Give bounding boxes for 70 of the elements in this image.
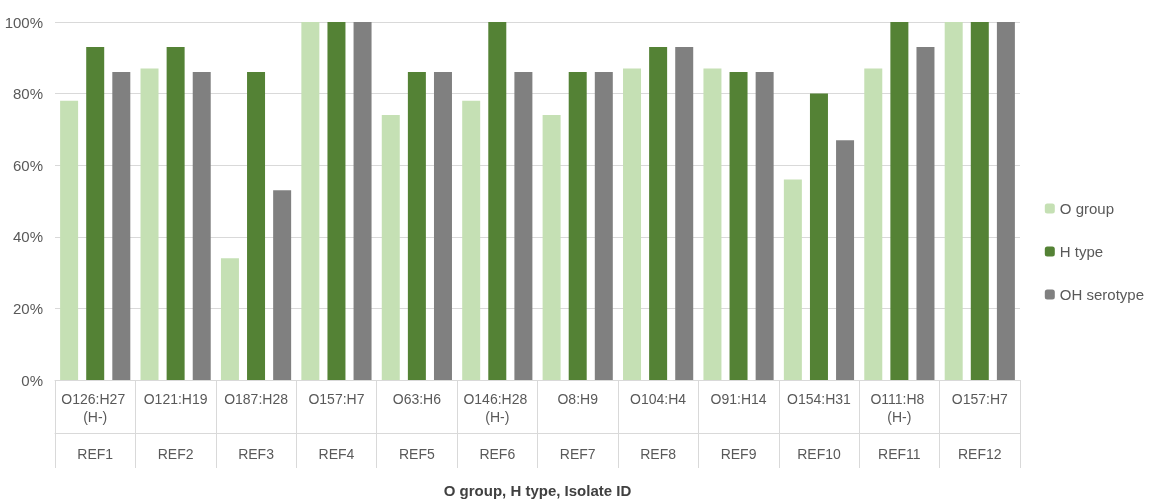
- y-tick-label: 100%: [4, 13, 43, 31]
- bar: [462, 100, 481, 380]
- x-tick-label: O111:H8 (H-): [870, 391, 929, 425]
- bar: [916, 47, 935, 380]
- bar: [890, 22, 909, 380]
- x-tick-label: O8:H9: [557, 391, 599, 407]
- bar: [729, 72, 748, 380]
- bar: [755, 72, 774, 380]
- y-tick-label: 0%: [21, 371, 43, 389]
- text: REF9: [720, 446, 757, 462]
- bar: [60, 100, 79, 380]
- x-tick-label: O154:H31: [787, 391, 852, 407]
- text: REF4: [318, 446, 355, 462]
- text: REF6: [479, 446, 516, 462]
- bar: [864, 68, 883, 380]
- bar: [944, 22, 963, 380]
- x-tick-label: O104:H4: [630, 391, 687, 407]
- x-tick-label: O91:H14: [710, 391, 767, 407]
- x-axis-title: O group, H type, Isolate ID: [443, 482, 632, 499]
- bar: [192, 72, 211, 380]
- bar: [433, 72, 452, 380]
- y-tick-label: 20%: [12, 299, 43, 317]
- text: REF11: [878, 446, 921, 462]
- bar: [703, 68, 722, 380]
- text: REF12: [958, 446, 1002, 462]
- bar: [140, 68, 159, 380]
- bar: [783, 179, 802, 380]
- text: REF5: [398, 446, 435, 462]
- x-tick-label: O63:H6: [392, 391, 442, 407]
- legend-label: H type: [1059, 243, 1104, 260]
- x-tick-label: O121:H19: [143, 391, 208, 407]
- bar: [809, 93, 828, 380]
- bar: [273, 190, 292, 380]
- bar: [353, 22, 372, 380]
- bar: [301, 22, 320, 380]
- bar: [488, 22, 507, 380]
- bar: [542, 115, 561, 380]
- bar: [675, 47, 694, 380]
- bar: [623, 68, 642, 380]
- y-tick-label: 80%: [12, 85, 43, 103]
- bar: [86, 47, 105, 380]
- x-tick-label: O146:H28 (H-): [463, 391, 532, 425]
- text: REF10: [797, 446, 841, 462]
- bar: [649, 47, 668, 380]
- bar: [970, 22, 989, 380]
- bar: [247, 72, 266, 380]
- bar: [166, 47, 185, 380]
- bar: [220, 258, 239, 380]
- x-tick-label: O157:H7: [951, 391, 1009, 407]
- bar: [514, 72, 533, 380]
- text: REF3: [238, 446, 275, 462]
- text: REF7: [559, 446, 596, 462]
- bar: [594, 72, 613, 380]
- x-tick-label: O187:H28: [224, 391, 289, 407]
- bar: [568, 72, 587, 380]
- bar: [836, 140, 855, 380]
- bar: [381, 115, 400, 380]
- bar: [112, 72, 131, 380]
- bar: [407, 72, 426, 380]
- text: REF8: [640, 446, 677, 462]
- x-tick-label: O126:H27 (H-): [61, 391, 130, 425]
- text: REF1: [77, 446, 114, 462]
- y-tick-label: 60%: [12, 156, 43, 174]
- x-tick-label: O157:H7: [308, 391, 365, 407]
- legend-label: OH serotype: [1059, 286, 1144, 303]
- bar: [996, 22, 1015, 380]
- legend-label: O group: [1059, 200, 1114, 217]
- text: REF2: [157, 446, 194, 462]
- bar: [327, 22, 346, 380]
- y-tick-label: 40%: [12, 228, 43, 246]
